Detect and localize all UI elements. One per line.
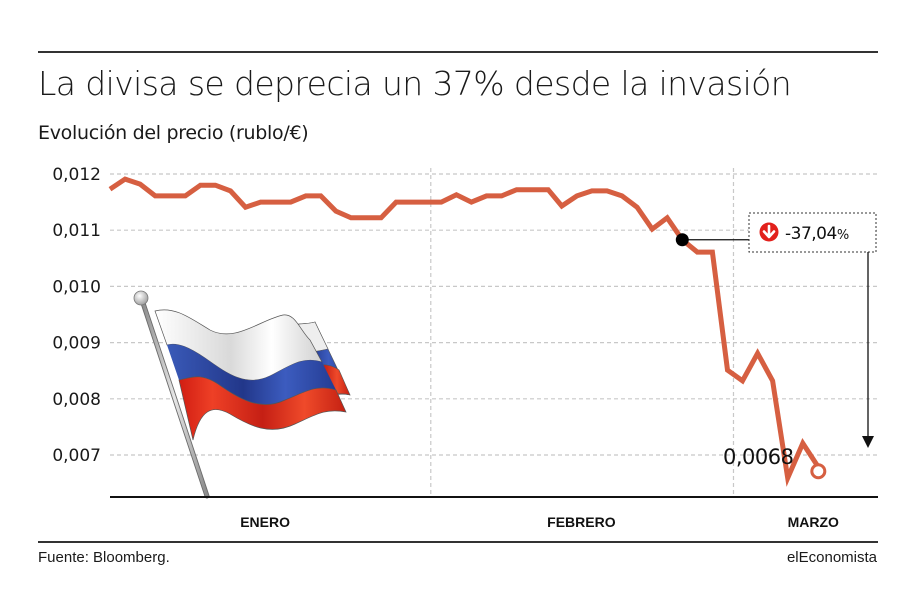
change-label: -37,04%	[785, 224, 849, 244]
change-callout: -37,04%	[688, 212, 877, 448]
end-value-label: 0,0068	[723, 445, 793, 469]
y-axis-ticks: 0,012 0,011 0,010 0,009 0,008 0,007	[52, 165, 101, 466]
y-tick-label: 0,009	[52, 334, 101, 354]
y-tick-label: 0,012	[52, 165, 101, 185]
source-note: Fuente: Bloomberg.	[38, 549, 170, 566]
bottom-rule	[38, 541, 878, 543]
y-tick-label: 0,007	[52, 446, 101, 466]
russian-flag-icon	[133, 290, 351, 499]
down-arrow-circle-icon	[759, 222, 779, 242]
brand-logo: elEconomista	[786, 549, 877, 566]
series-line-rublo-euro	[108, 176, 820, 487]
chart-title: La divisa se deprecia un 37% desde la in…	[38, 64, 792, 103]
y-tick-label: 0,011	[52, 221, 101, 241]
y-tick-label: 0,008	[52, 390, 101, 410]
data-points	[110, 179, 841, 478]
x-tick-label: ENERO	[240, 514, 290, 530]
end-marker	[810, 463, 827, 480]
x-axis-labels: ENERO FEBRERO MARZO	[240, 514, 839, 530]
arrow-head-icon	[862, 436, 874, 448]
start-marker	[675, 233, 689, 247]
top-rule	[38, 51, 878, 53]
x-tick-label: MARZO	[788, 514, 839, 530]
x-tick-label: FEBRERO	[547, 514, 616, 530]
y-tick-label: 0,010	[52, 277, 101, 297]
chart-subtitle: Evolución del precio (rublo/€)	[38, 122, 309, 144]
